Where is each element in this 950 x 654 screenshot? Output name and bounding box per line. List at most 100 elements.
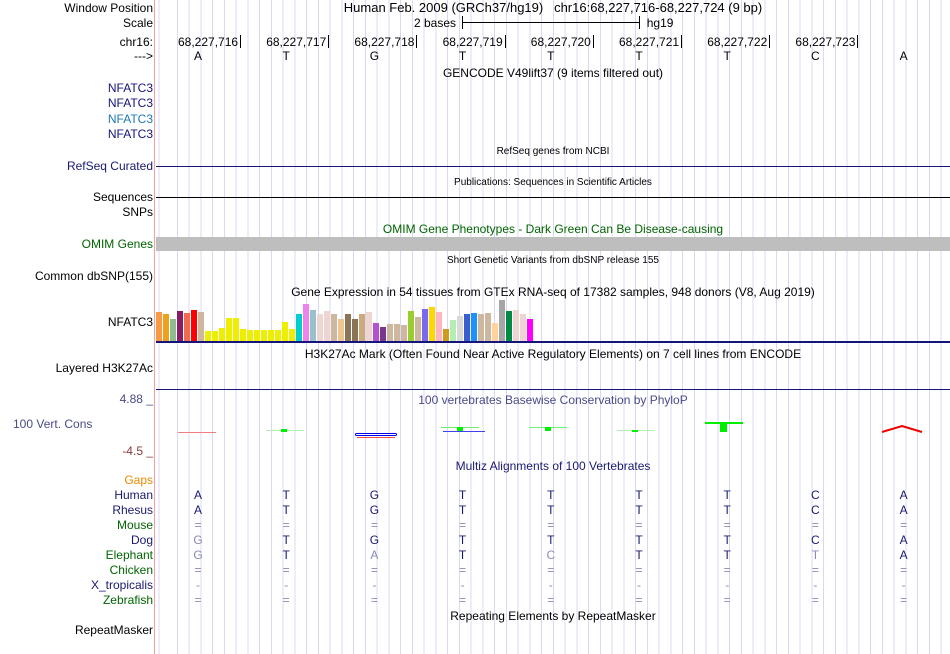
cons-label[interactable]: 100 Vert. Cons [13,417,93,431]
gaps-label[interactable]: Gaps [124,473,153,487]
gtex-tissue-bar[interactable] [506,311,512,341]
multiz-title[interactable]: Multiz Alignments of 100 Vertebrates [455,459,651,473]
gtex-tissue-bar[interactable] [338,319,344,341]
gencode-title[interactable]: GENCODE V49lift37 (9 items filtered out) [442,66,664,80]
gtex-tissue-bar[interactable] [457,316,463,341]
gtex-tissue-bar[interactable] [275,330,281,341]
gtex-tissue-bar[interactable] [219,328,225,341]
gtex-tissue-bar[interactable] [303,304,309,341]
gtex-tissue-bar[interactable] [163,314,169,341]
gtex-tissue-bar[interactable] [527,319,533,341]
gtex-tissue-bar[interactable] [282,322,288,341]
h3k27ac-title[interactable]: H3K27Ac Mark (Often Found Near Active Re… [304,347,802,361]
gtex-tissue-bar[interactable] [184,313,190,341]
refseq-title[interactable]: RefSeq genes from NCBI [496,146,610,157]
gtex-tissue-bar[interactable] [513,310,519,341]
omim-label[interactable]: OMIM Genes [81,237,153,251]
gtex-tissue-bar[interactable] [247,330,253,341]
gtex-label[interactable]: NFATC3 [107,315,153,329]
h3k27ac-label[interactable]: Layered H3K27Ac [55,361,153,375]
tick-label: 68,227,721 [619,35,680,49]
gtex-tissue-bar[interactable] [310,310,316,341]
species-label[interactable]: X_tropicalis [90,578,153,592]
label-separator [154,0,155,654]
gtex-tissue-bar[interactable] [226,318,232,341]
gtex-tissue-bar[interactable] [212,331,218,341]
gtex-tissue-bar[interactable] [317,314,323,341]
gtex-tissue-bar[interactable] [429,307,435,341]
gtex-tissue-bar[interactable] [191,310,197,341]
gtex-tissue-bar[interactable] [415,317,421,341]
gtex-bars[interactable] [156,300,536,341]
species-label[interactable]: Elephant [105,548,153,562]
gtex-tissue-bar[interactable] [240,329,246,341]
species-label[interactable]: Zebrafish [102,593,153,607]
repeatmasker-label[interactable]: RepeatMasker [74,623,153,637]
gtex-tissue-bar[interactable] [177,311,183,341]
gtex-tissue-bar[interactable] [331,314,337,341]
gtex-tissue-bar[interactable] [324,311,330,341]
gtex-tissue-bar[interactable] [345,314,351,341]
scale-bar: 2 bases hg19 [414,16,673,30]
gtex-tissue-bar[interactable] [156,312,162,341]
gencode-item-label[interactable]: NFATC3 [107,96,153,111]
gencode-item-label[interactable]: NFATC3 [107,111,153,126]
species-label[interactable]: Mouse [116,518,153,532]
snps-label[interactable]: SNPs [122,205,153,219]
gtex-tissue-bar[interactable] [422,309,428,341]
gtex-tissue-bar[interactable] [296,314,302,341]
omim-title[interactable]: OMIM Gene Phenotypes - Dark Green Can Be… [382,222,724,236]
gencode-item-label[interactable]: NFATC3 [107,81,153,95]
gtex-tissue-bar[interactable] [233,318,239,341]
repeatmasker-title[interactable]: Repeating Elements by RepeatMasker [450,609,656,623]
dbsnp-label[interactable]: Common dbSNP(155) [34,269,153,283]
gtex-tissue-bar[interactable] [289,329,295,341]
gtex-tissue-bar[interactable] [366,312,372,341]
cons-title[interactable]: 100 vertebrates Basewise Conservation by… [418,393,688,407]
aligned-base: = [547,518,555,532]
gtex-tissue-bar[interactable] [492,323,498,341]
species-label[interactable]: Dog [130,533,153,547]
gtex-tissue-bar[interactable] [471,313,477,341]
gtex-title[interactable]: Gene Expression in 54 tissues from GTEx … [291,285,815,299]
gencode-item-label[interactable]: NFATC3 [107,126,153,141]
gene-feature-arrows[interactable] [156,98,948,108]
gtex-tissue-bar[interactable] [380,327,386,341]
gtex-tissue-bar[interactable] [387,324,393,341]
gtex-tissue-bar[interactable] [450,320,456,341]
gtex-tissue-bar[interactable] [359,314,365,341]
gtex-tissue-bar[interactable] [520,314,526,341]
gtex-tissue-bar[interactable] [436,312,442,341]
pubs-title[interactable]: Publications: Sequences in Scientific Ar… [454,177,652,188]
reference-base: T [282,49,290,63]
aligned-base: A [193,503,202,517]
gtex-tissue-bar[interactable] [408,311,414,341]
gtex-tissue-bar[interactable] [268,330,274,341]
gene-feature-arrows[interactable] [156,114,948,124]
gtex-tissue-bar[interactable] [205,331,211,341]
gene-feature-arrows[interactable] [156,129,948,139]
species-label[interactable]: Rhesus [112,503,153,517]
gtex-tissue-bar[interactable] [373,323,379,341]
aligned-base: T [723,533,731,547]
gtex-tissue-bar[interactable] [464,314,470,341]
gtex-tissue-bar[interactable] [485,313,491,341]
gtex-tissue-bar[interactable] [261,330,267,341]
gtex-tissue-bar[interactable] [443,329,449,341]
pubs-label[interactable]: Sequences [92,190,153,204]
gtex-tissue-bar[interactable] [352,319,358,341]
omim-bar[interactable] [156,237,950,251]
species-label[interactable]: Chicken [109,563,153,577]
gtex-tissue-bar[interactable] [394,324,400,341]
gtex-tissue-bar[interactable] [198,312,204,341]
gtex-tissue-bar[interactable] [254,330,260,341]
dbsnp-title[interactable]: Short Genetic Variants from dbSNP releas… [447,255,659,266]
gtex-tissue-bar[interactable] [499,300,505,341]
gtex-tissue-bar[interactable] [401,325,407,341]
gene-feature-arrows[interactable] [156,83,948,93]
refseq-label[interactable]: RefSeq Curated [66,159,153,173]
gtex-tissue-bar[interactable] [478,314,484,341]
species-label[interactable]: Human [114,488,153,502]
gtex-tissue-bar[interactable] [170,319,176,341]
